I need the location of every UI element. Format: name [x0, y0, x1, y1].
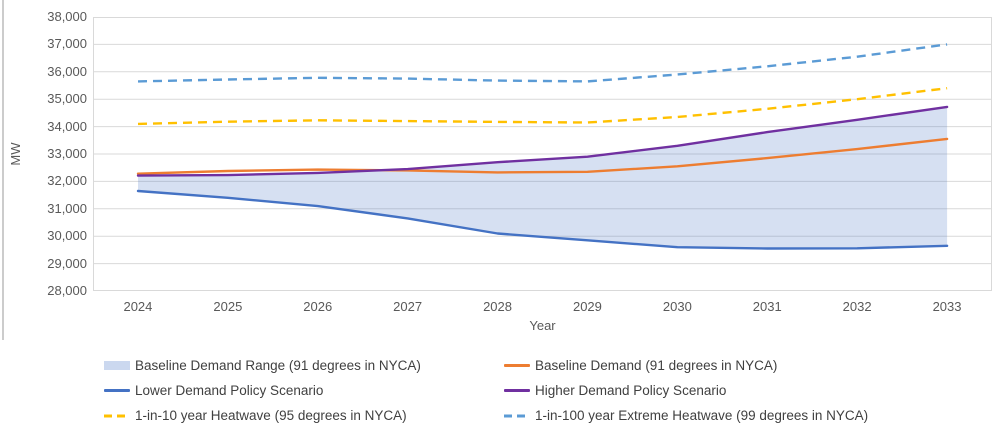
legend-label: 1-in-100 year Extreme Heatwave (99 degre…	[535, 408, 869, 423]
x-tick-label: 2024	[123, 299, 153, 314]
legend-item-0: Baseline Demand Range (91 degrees in NYC…	[104, 353, 504, 378]
legend-swatch-solid-icon	[104, 389, 132, 392]
legend-item-5: 1-in-100 year Extreme Heatwave (99 degre…	[504, 403, 984, 428]
y-tick-label: 35,000	[47, 91, 87, 107]
legend-item-2: Lower Demand Policy Scenario	[104, 378, 504, 403]
legend-label: Lower Demand Policy Scenario	[135, 383, 324, 398]
y-tick-label: 31,000	[47, 200, 87, 216]
y-axis-title: MW	[8, 142, 23, 166]
x-tick-label: 2027	[393, 299, 423, 314]
legend-swatch-solid-icon	[504, 364, 532, 367]
x-tick-label: 2026	[303, 299, 333, 314]
x-tick-label: 2031	[752, 299, 782, 314]
series-area-range	[138, 106, 948, 249]
y-tick-label: 34,000	[47, 118, 87, 134]
legend-label: Higher Demand Policy Scenario	[535, 383, 727, 398]
x-tick-label: 2029	[572, 299, 602, 314]
legend-label: Baseline Demand (91 degrees in NYCA)	[535, 358, 778, 373]
y-tick-label: 30,000	[47, 228, 87, 244]
legend-swatch-dashed-icon	[104, 414, 132, 418]
series-line	[137, 43, 948, 83]
y-tick-label: 28,000	[47, 283, 87, 298]
x-tick-label: 2028	[483, 299, 512, 314]
legend-item-4: 1-in-10 year Heatwave (95 degrees in NYC…	[104, 403, 504, 428]
y-tick-label: 38,000	[47, 9, 87, 24]
legend-item-3: Higher Demand Policy Scenario	[504, 378, 984, 403]
x-axis-title: Year	[529, 318, 556, 333]
plot-area	[93, 17, 992, 291]
x-tick-label: 2025	[213, 299, 243, 314]
x-tick-label: 2033	[932, 299, 962, 314]
legend-swatch-solid-icon	[504, 389, 532, 392]
window-edge-line	[2, 0, 4, 340]
legend-swatch-fill-icon	[104, 361, 132, 370]
chart-legend: Baseline Demand Range (91 degrees in NYC…	[104, 353, 984, 428]
legend-swatch-dashed-icon	[504, 414, 532, 418]
y-tick-label: 37,000	[47, 36, 87, 52]
series-line	[136, 189, 949, 250]
y-tick-label: 29,000	[47, 255, 87, 271]
y-tick-label: 33,000	[47, 146, 87, 161]
x-tick-label: 2032	[842, 299, 872, 314]
y-tick-label: 36,000	[47, 63, 87, 79]
chart-canvas	[93, 17, 992, 291]
legend-label: Baseline Demand Range (91 degrees in NYC…	[135, 358, 421, 373]
legend-item-1: Baseline Demand (91 degrees in NYCA)	[504, 353, 984, 378]
series-line	[136, 105, 949, 177]
plot-border	[93, 17, 992, 291]
x-tick-label: 2030	[662, 299, 692, 314]
series-line	[136, 137, 949, 175]
legend-label: 1-in-10 year Heatwave (95 degrees in NYC…	[135, 408, 407, 423]
series-line	[137, 87, 948, 126]
y-tick-label: 32,000	[47, 173, 87, 189]
